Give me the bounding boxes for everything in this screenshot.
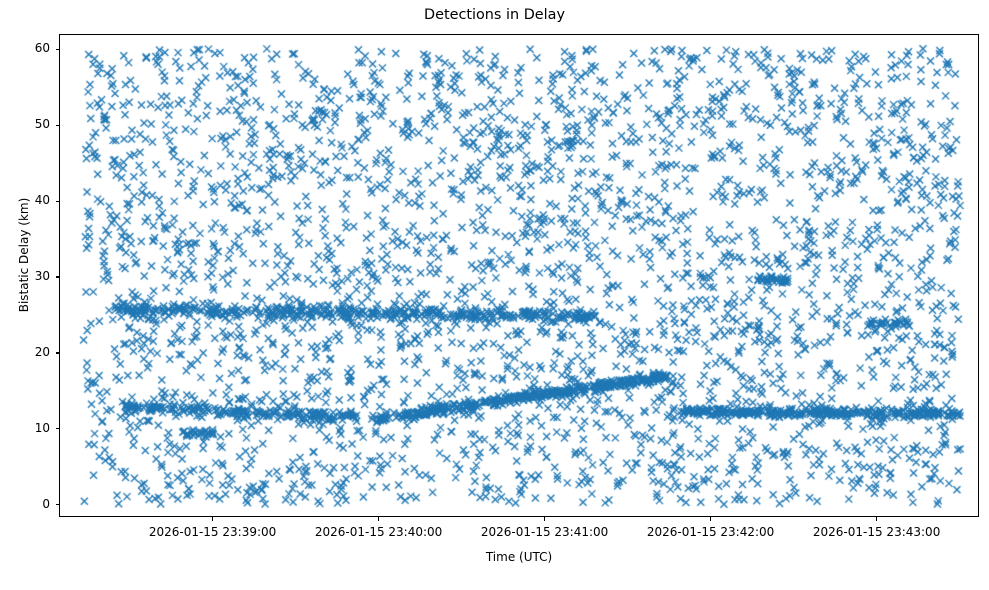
y-tick-label: 40 — [34, 193, 50, 208]
y-tick-label: 50 — [34, 117, 50, 132]
x-tick-label: 2026-01-15 23:39:00 — [148, 525, 277, 539]
x-tick-label: 2026-01-15 23:40:00 — [314, 525, 443, 539]
y-tick-mark — [55, 200, 59, 202]
y-tick-label: 10 — [34, 420, 50, 435]
x-tick-label: 2026-01-15 23:41:00 — [480, 525, 609, 539]
y-tick-mark — [55, 276, 59, 278]
y-tick-label: 20 — [34, 344, 50, 359]
x-tick-mark — [378, 517, 380, 521]
y-tick-mark — [55, 352, 59, 354]
x-axis: Time (UTC) 2026-01-15 23:39:00 2026-01-15… — [0, 517, 989, 590]
x-axis-label: Time (UTC) — [485, 550, 553, 564]
x-tick-mark — [876, 517, 878, 521]
y-tick-mark — [55, 428, 59, 430]
page-title: Detections in Delay — [424, 7, 565, 23]
y-tick-mark — [55, 504, 59, 506]
x-tick-label: 2026-01-15 23:43:00 — [812, 525, 941, 539]
scatter-series-detections — [60, 35, 978, 516]
y-tick-mark — [55, 48, 59, 50]
y-axis: 0 10 20 30 40 50 60 — [0, 0, 59, 590]
y-axis-label: Bistatic Delay (km) — [17, 197, 31, 313]
y-tick-mark — [55, 124, 59, 126]
y-tick-label: 0 — [42, 496, 50, 511]
x-tick-label: 2026-01-15 23:42:00 — [646, 525, 775, 539]
x-tick-mark — [212, 517, 214, 521]
x-tick-mark — [710, 517, 712, 521]
x-tick-mark — [544, 517, 546, 521]
y-tick-label: 30 — [34, 269, 50, 284]
y-tick-label: 60 — [34, 41, 50, 56]
plot-area[interactable] — [59, 34, 979, 517]
